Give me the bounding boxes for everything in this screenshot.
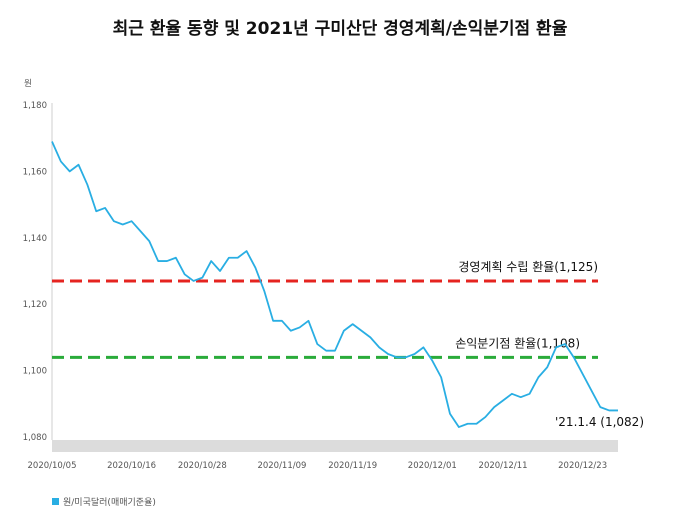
y-tick-label: 1,140 — [23, 234, 47, 244]
x-tick-label: 2020/12/01 — [408, 461, 457, 471]
y-tick-labels: 1,080 1,100 1,120 1,140 1,160 1,180 — [23, 101, 47, 443]
x-tick-label: 2020/11/09 — [257, 461, 306, 471]
x-axis-band — [52, 440, 618, 452]
legend-swatch — [52, 498, 59, 505]
x-tick-label: 2020/12/23 — [558, 461, 607, 471]
y-tick-label: 1,100 — [23, 367, 47, 377]
x-tick-label: 2020/10/05 — [28, 461, 77, 471]
y-tick-label: 1,080 — [23, 433, 47, 443]
x-tick-labels: 2020/10/05 2020/10/16 2020/10/28 2020/11/09… — [28, 461, 608, 471]
x-tick-label: 2020/10/16 — [107, 461, 156, 471]
y-tick-label: 1,120 — [23, 300, 47, 310]
reference-lines: 경영계획 수립 환율(1,125) 손익분기점 환율(1,108) — [52, 260, 598, 359]
series-line — [51, 141, 618, 428]
annotation-end-value: '21.1.4 (1,082) — [555, 415, 644, 429]
chart-title: 최근 환율 동향 및 2021년 구미산단 경영계획/손익분기점 환율 — [112, 19, 568, 39]
series-lines — [51, 141, 618, 428]
y-tick-label: 1,180 — [23, 101, 47, 111]
y-tick-label: 1,160 — [23, 167, 47, 177]
reference-line-label: 경영계획 수립 환율(1,125) — [458, 260, 598, 274]
x-tick-label: 2020/12/11 — [479, 461, 528, 471]
x-tick-label: 2020/11/19 — [328, 461, 377, 471]
y-axis-unit: 원 — [24, 79, 32, 89]
x-tick-label: 2020/10/28 — [178, 461, 227, 471]
reference-line-label: 손익분기점 환율(1,108) — [455, 336, 580, 350]
legend-label: 원/미국달러(매매기준율) — [63, 496, 156, 508]
